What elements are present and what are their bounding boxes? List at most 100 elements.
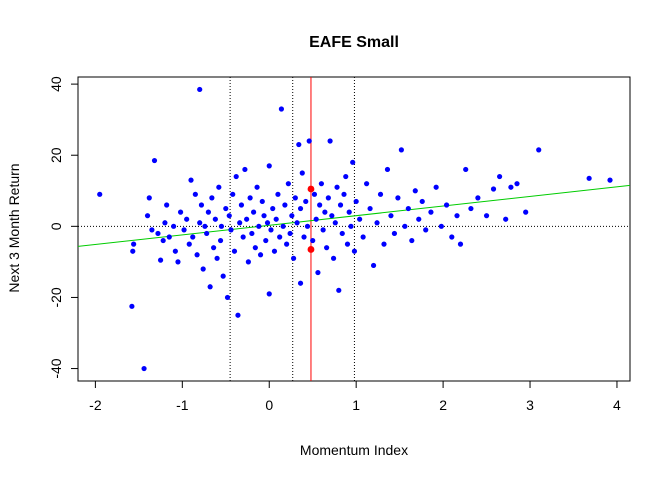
scatter-point	[230, 191, 236, 197]
scatter-point	[256, 223, 262, 229]
scatter-point	[245, 259, 251, 265]
scatter-point	[192, 191, 198, 197]
scatter-point	[217, 237, 224, 244]
scatter-point	[231, 248, 238, 254]
x-tick-label: 2	[439, 397, 447, 413]
scatter-point	[497, 173, 503, 180]
scatter-point	[351, 248, 358, 254]
scatter-point	[343, 173, 349, 180]
scatter-point	[490, 186, 497, 192]
scatter-point	[240, 234, 246, 240]
x-tick-label: 1	[352, 397, 360, 413]
scatter-point	[266, 291, 272, 297]
scatter-point	[454, 213, 460, 219]
scatter-point	[289, 213, 295, 219]
scatter-point	[301, 234, 307, 240]
scatter-point	[339, 230, 345, 237]
scatter-point	[270, 205, 276, 212]
scatter-point	[275, 191, 281, 197]
scatter-point	[263, 237, 269, 244]
scatter-point	[162, 220, 168, 226]
scatter-point	[536, 147, 542, 153]
scatter-point	[186, 241, 192, 247]
scatter-point	[306, 138, 312, 144]
scatter-point	[508, 184, 514, 190]
scatter-point	[304, 223, 311, 229]
scatter-point	[237, 220, 243, 226]
scatter-point	[209, 195, 215, 201]
scatter-point	[348, 223, 354, 229]
scatter-point	[224, 294, 231, 301]
scatter-point	[282, 202, 288, 208]
scatter-point	[332, 220, 338, 226]
scatter-point	[238, 202, 245, 208]
scatter-point	[329, 213, 335, 219]
scatter-point	[166, 234, 172, 240]
scatter-point	[405, 205, 411, 212]
scatter-point	[303, 198, 309, 205]
scatter-point	[129, 303, 135, 309]
scatter-point	[318, 181, 325, 187]
scatter-point	[171, 223, 177, 229]
scatter-point	[131, 241, 137, 247]
scatter-point	[242, 166, 248, 173]
scatter-point	[350, 159, 356, 165]
scatter-point	[233, 173, 239, 180]
scatter-point	[194, 252, 200, 258]
scatter-point	[144, 213, 151, 219]
scatter-point	[249, 230, 255, 237]
scatter-point	[202, 223, 208, 229]
scatter-point	[336, 287, 342, 293]
scatter-point	[285, 181, 291, 187]
scatter-point	[330, 255, 337, 261]
scatter-point	[433, 184, 439, 190]
scatter-point	[457, 241, 464, 247]
scatter-point	[360, 234, 366, 240]
y-tick-label: 20	[48, 147, 64, 163]
scatter-point	[317, 202, 323, 208]
y-tick-label: -20	[48, 287, 64, 307]
scatter-point	[337, 202, 344, 208]
scatter-point	[220, 273, 226, 279]
scatter-point	[146, 195, 152, 201]
scatter-point	[268, 227, 274, 233]
scatter-point	[264, 220, 271, 226]
plot-layer: -2 -1 0 1 2 3 4 -40 -20 0 20 40	[48, 76, 631, 413]
scatter-point	[257, 252, 264, 258]
scatter-point	[223, 205, 229, 212]
scatter-point	[197, 86, 203, 93]
scatter-point	[310, 237, 316, 244]
scatter-point	[172, 248, 178, 254]
highlight-point	[307, 185, 315, 193]
y-axis-title: Next 3 Month Return	[6, 163, 22, 292]
scatter-point	[160, 237, 166, 244]
scatter-point	[200, 266, 206, 272]
x-tick-label: -2	[89, 397, 102, 413]
scatter-point	[214, 255, 220, 261]
scatter-point	[271, 248, 278, 254]
scatter-point	[297, 205, 304, 212]
scatter-point	[235, 312, 241, 318]
scatter-point	[514, 181, 520, 187]
chart-title: EAFE Small	[309, 34, 399, 51]
scatter-point	[211, 245, 217, 251]
scatter-point	[205, 209, 211, 215]
scatter-point	[130, 248, 136, 254]
scatter-point	[261, 213, 267, 219]
scatter-point	[402, 223, 408, 229]
scatter-point	[188, 177, 194, 183]
scatter-point	[157, 257, 164, 263]
scatter-point	[278, 106, 285, 112]
scatter-point	[412, 188, 418, 194]
scatter-point	[523, 209, 529, 215]
scatter-point	[468, 205, 474, 212]
scatter-point	[475, 195, 481, 201]
x-tick-label: 0	[265, 397, 273, 413]
scatter-point	[367, 205, 373, 212]
scatter-point	[353, 198, 359, 205]
y-tick-label: 0	[48, 222, 64, 230]
scatter-point	[198, 202, 205, 208]
scatter-point	[184, 216, 190, 222]
